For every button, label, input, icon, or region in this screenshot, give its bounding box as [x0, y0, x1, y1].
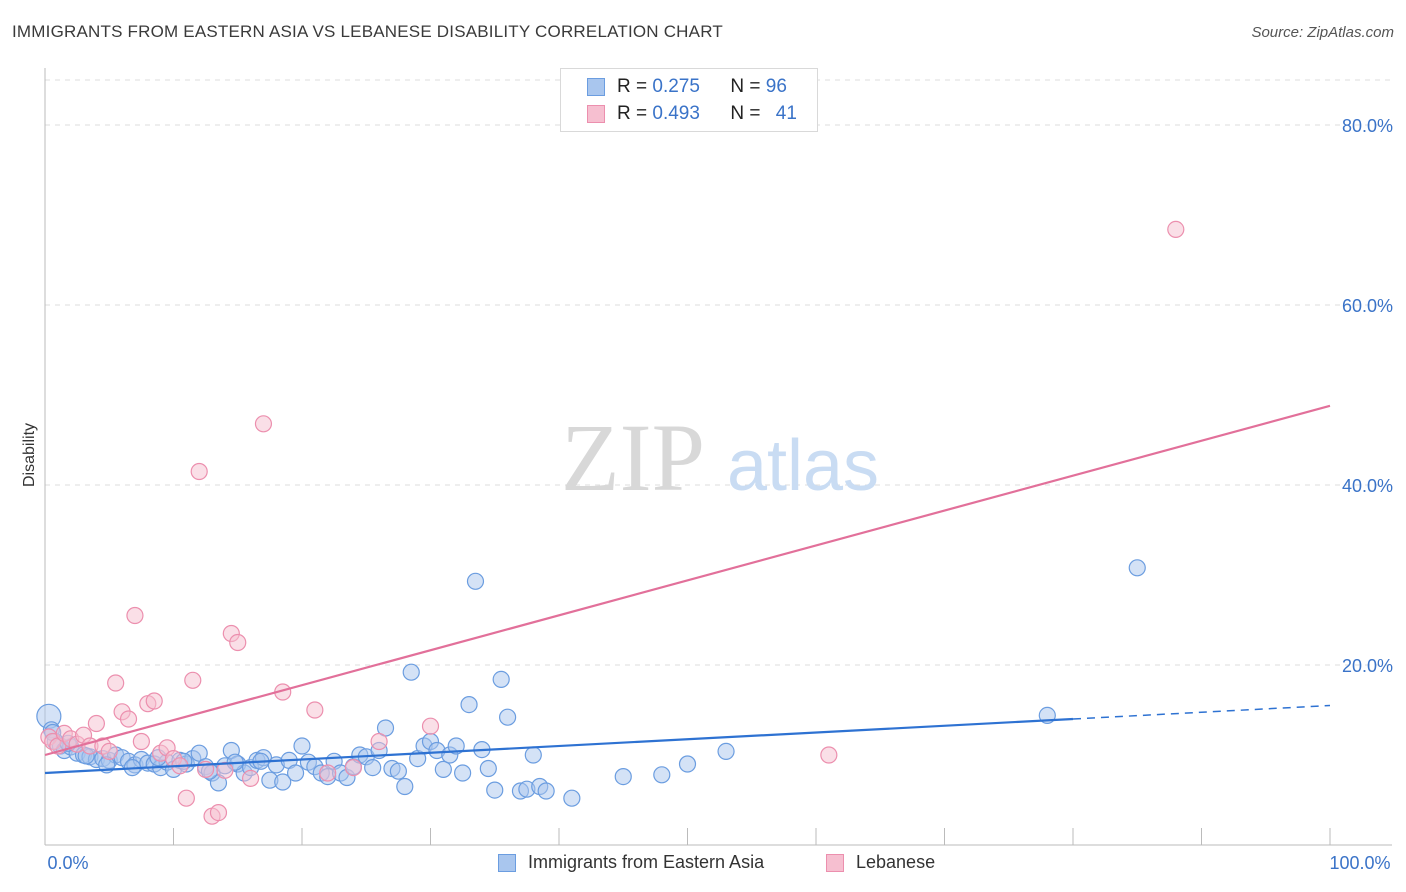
legend-r-label: R =: [617, 76, 648, 97]
axes: [44, 68, 1392, 846]
point-eastern-asia: [293, 737, 311, 755]
point-lebanese: [820, 746, 838, 764]
point-lebanese: [209, 803, 228, 822]
point-eastern-asia: [389, 762, 407, 780]
point-eastern-asia: [396, 777, 414, 796]
trend-line-eastern-asia: [44, 717, 1074, 775]
bottom-legend-label: Immigrants from Eastern Asia: [528, 852, 765, 872]
legend-row-eastern-asia: R = 0.275 N = 96: [587, 75, 787, 99]
trend-lines: [44, 404, 1331, 775]
x-tick-label-min: 0.0%: [47, 853, 88, 873]
grid-lines: [45, 79, 1392, 666]
y-tick-label: 20.0%: [1342, 656, 1393, 676]
axis-labels: 20.0% 40.0% 60.0% 80.0% 0.0% 100.0%: [47, 116, 1393, 873]
point-eastern-asia: [492, 670, 510, 689]
point-eastern-asia: [678, 755, 697, 773]
legend-n-label: N =: [730, 76, 761, 97]
legend: R = 0.275 N = 96 R = 0.493 N = 41: [560, 68, 818, 132]
legend-row-lebanese: R = 0.493 N = 41: [587, 102, 797, 126]
legend-r-value: 0.493: [652, 103, 700, 124]
legend-r-label: R =: [617, 103, 648, 124]
point-eastern-asia: [614, 767, 632, 786]
point-lebanese: [306, 701, 324, 719]
point-lebanese: [216, 761, 234, 779]
y-tick-label: 40.0%: [1342, 476, 1393, 496]
point-lebanese: [132, 732, 150, 751]
point-lebanese: [421, 717, 440, 735]
y-tick-label: 60.0%: [1342, 296, 1393, 316]
bottom-legend-swatch-pink: [826, 853, 844, 872]
trend-line-lebanese: [44, 404, 1331, 757]
legend-n-label: N =: [730, 103, 761, 124]
point-lebanese: [100, 742, 118, 761]
point-lebanese: [190, 462, 208, 481]
bottom-legend-eastern-asia: Immigrants from Eastern Asia: [498, 852, 764, 873]
point-eastern-asia: [1128, 559, 1146, 577]
legend-swatch-blue: [587, 78, 605, 96]
point-eastern-asia: [434, 760, 452, 779]
point-lebanese: [119, 710, 138, 728]
point-eastern-asia: [499, 708, 517, 726]
point-eastern-asia: [402, 663, 420, 681]
y-axis-label: Disability: [21, 423, 38, 487]
point-eastern-asia: [479, 759, 497, 778]
point-eastern-asia: [364, 758, 382, 777]
data-points: [36, 220, 1185, 825]
chart-title: IMMIGRANTS FROM EASTERN ASIA VS LEBANESE…: [12, 22, 723, 41]
legend-r-value: 0.275: [652, 76, 700, 97]
point-lebanese: [145, 692, 163, 710]
point-lebanese: [126, 606, 144, 625]
point-eastern-asia: [274, 773, 292, 791]
point-eastern-asia: [524, 746, 542, 764]
watermark-zip: ZIP: [561, 404, 705, 511]
point-eastern-asia: [653, 766, 671, 784]
watermark-atlas: atlas: [727, 426, 879, 506]
point-lebanese: [1167, 220, 1185, 238]
source-label: Source: ZipAtlas.com: [1251, 24, 1394, 41]
watermark: ZIP atlas: [561, 404, 879, 511]
point-eastern-asia: [460, 695, 478, 714]
point-lebanese: [229, 633, 247, 652]
x-tick-label-max: 100.0%: [1329, 853, 1390, 873]
point-lebanese: [107, 674, 125, 692]
point-eastern-asia: [537, 782, 555, 800]
point-eastern-asia: [447, 737, 465, 755]
y-tick-label: 80.0%: [1342, 116, 1393, 136]
point-eastern-asia: [466, 572, 485, 590]
point-lebanese: [370, 732, 388, 751]
bottom-legend-label: Lebanese: [856, 852, 936, 872]
point-lebanese: [242, 769, 260, 788]
legend-swatch-pink: [587, 105, 605, 123]
point-eastern-asia: [563, 789, 581, 807]
bottom-legend-swatch-blue: [498, 853, 516, 872]
point-lebanese: [184, 671, 202, 689]
point-lebanese: [319, 764, 337, 782]
point-eastern-asia: [717, 742, 735, 761]
legend-n-value: 41: [775, 103, 797, 124]
point-lebanese: [254, 415, 273, 433]
legend-n-value: 96: [765, 76, 787, 97]
point-eastern-asia: [454, 764, 472, 782]
bottom-legend-lebanese: Lebanese: [826, 852, 935, 873]
point-lebanese: [177, 789, 195, 807]
point-lebanese: [87, 714, 106, 733]
point-eastern-asia: [486, 781, 504, 799]
trend-line-eastern-asia-dashed: [1072, 704, 1331, 720]
point-eastern-asia: [286, 764, 305, 782]
point-lebanese: [344, 758, 362, 777]
